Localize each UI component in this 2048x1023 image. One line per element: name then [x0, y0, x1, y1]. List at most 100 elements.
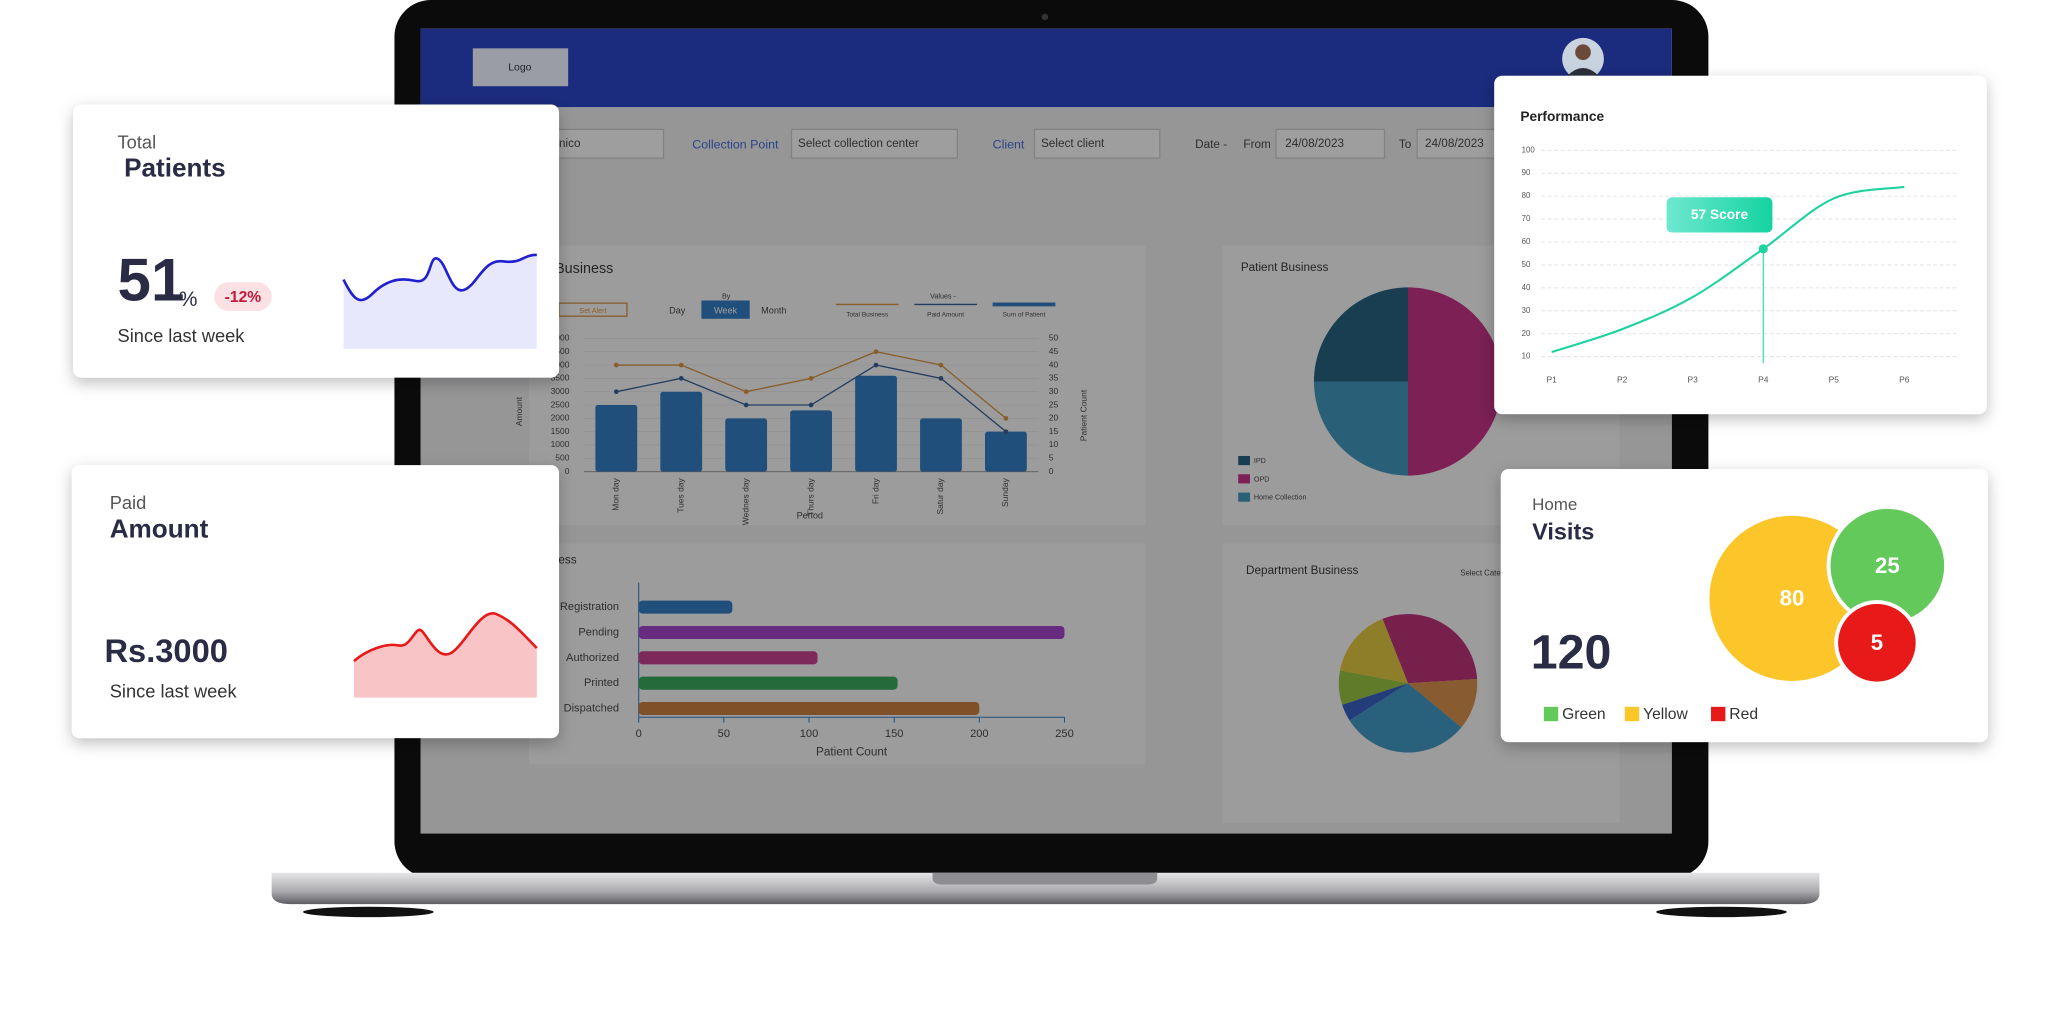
legend-label: Green	[1562, 706, 1606, 723]
logo: Logo	[508, 63, 531, 74]
sparkline	[353, 612, 538, 663]
x-tick-label: 0	[636, 728, 642, 740]
x-tick-label: P5	[1829, 374, 1840, 384]
y2-axis-label: Patient Count	[1078, 389, 1088, 441]
y-tick-label: Authorized	[566, 652, 619, 664]
x-tick-label: Mon day	[611, 477, 621, 510]
x-tick-label: 50	[718, 728, 730, 740]
sparkline	[342, 253, 537, 302]
y2-tick-label: 45	[1049, 346, 1059, 356]
select-text: nico	[559, 137, 581, 150]
y-tick-label: 1000	[551, 439, 570, 449]
x-axis-label: Patient Count	[816, 746, 888, 759]
y-tick-label: 4000	[551, 359, 570, 369]
y-tick-label: 0	[565, 466, 570, 476]
y-tick-label: Pending	[578, 626, 619, 638]
point	[743, 402, 749, 408]
toggle-label: By	[722, 292, 731, 300]
legend-label: Home Collection	[1254, 494, 1307, 502]
y2-tick-label: 10	[1049, 439, 1059, 449]
y2-tick-label: 50	[1049, 333, 1059, 343]
legend-label: Yellow	[1643, 706, 1688, 723]
x-tick-label: P4	[1758, 374, 1769, 384]
legend-label: Paid Amount	[927, 312, 964, 319]
y-tick-label: Printed	[584, 677, 619, 689]
filter-label: Client	[993, 137, 1025, 151]
overlay	[420, 107, 1672, 834]
x-tick-label: Tues day	[675, 477, 685, 512]
alert-text: Set Alert	[579, 307, 606, 315]
card-value: 120	[1531, 626, 1612, 680]
bubble-label: 80	[1780, 586, 1805, 611]
y-tick-label: 5000	[551, 333, 570, 343]
filter-label: To	[1399, 138, 1412, 151]
base-notch	[932, 872, 1158, 885]
legend-label: Sum of Patient	[1003, 312, 1046, 319]
x-tick-label: Fri day	[870, 477, 880, 504]
x-axis-label: Period	[797, 510, 823, 520]
card	[1494, 75, 1987, 415]
bubble-label: 5	[1871, 630, 1883, 655]
toggle-active[interactable]	[701, 300, 750, 319]
select-text: Select collection center	[798, 137, 919, 150]
x-tick-label: Satur day	[935, 477, 945, 514]
point	[678, 362, 684, 368]
y2-tick-label: 40	[1049, 359, 1059, 369]
y-tick-label: 30	[1522, 306, 1531, 315]
legend-label: Total Business	[846, 312, 889, 319]
card-title: Visits	[1532, 518, 1594, 544]
y2-tick-label: 30	[1049, 386, 1059, 396]
point	[873, 362, 879, 368]
y2-tick-label: 25	[1049, 399, 1059, 409]
date-input[interactable]	[1275, 128, 1386, 159]
panel	[528, 543, 1146, 765]
select[interactable]	[790, 128, 959, 159]
pie-slice	[1342, 683, 1408, 721]
bar	[638, 625, 1065, 640]
bar	[920, 418, 962, 472]
select[interactable]	[1033, 128, 1161, 159]
toggle[interactable]: Week	[714, 305, 738, 315]
point	[938, 376, 944, 381]
sparkline-area	[343, 254, 537, 349]
toggle[interactable]: Day	[669, 305, 686, 315]
x-tick-label: 250	[1055, 728, 1074, 740]
card-unit: %	[179, 288, 198, 311]
y-tick-label: 10	[1522, 352, 1531, 361]
x-tick-label: P1	[1546, 374, 1557, 384]
x-tick-label: P2	[1617, 374, 1628, 384]
y2-tick-label: 20	[1049, 413, 1059, 423]
point	[1003, 429, 1009, 435]
select[interactable]: Select Cate	[1460, 569, 1500, 578]
y-tick-label: 20	[1522, 329, 1531, 338]
y-tick-label: 2500	[551, 399, 570, 409]
filter-label: From	[1243, 138, 1271, 151]
point	[1003, 415, 1009, 421]
legend-label: IPD	[1254, 457, 1266, 465]
y-tick-label: 2000	[551, 413, 570, 423]
header	[420, 28, 1672, 108]
y2-tick-label: 15	[1049, 426, 1059, 436]
date-input[interactable]	[1416, 128, 1510, 159]
bar	[725, 418, 768, 472]
x-tick-label: 150	[885, 728, 904, 740]
date-text: 24/08/2023	[1285, 137, 1344, 150]
avatar-body	[1567, 67, 1599, 76]
y-tick-label: 70	[1522, 214, 1531, 223]
chart-title: Business	[555, 261, 613, 277]
x-tick-label: Sunday	[1000, 477, 1010, 507]
y-tick-label: 3000	[551, 386, 570, 396]
y-tick-label: 4500	[551, 346, 570, 356]
legend-swatch	[1711, 706, 1726, 722]
annotation-badge	[1666, 197, 1773, 233]
point	[678, 376, 684, 381]
y2-tick-label: 5	[1049, 453, 1054, 463]
card-label: Paid	[110, 492, 147, 513]
card-title: Performance	[1520, 109, 1604, 124]
avatar-head	[1575, 44, 1591, 61]
toggle[interactable]: Month	[761, 305, 786, 315]
point	[808, 376, 814, 381]
point	[808, 402, 814, 408]
bubble-label: 25	[1875, 553, 1900, 578]
